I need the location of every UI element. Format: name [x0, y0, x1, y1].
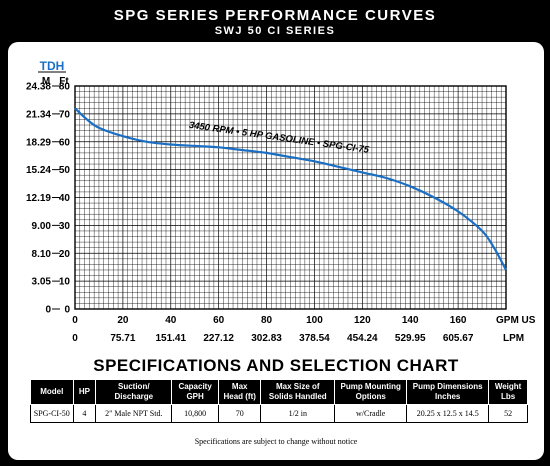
- y-tick-ft: 70: [59, 109, 71, 120]
- x-unit-gpm: GPM US: [496, 315, 536, 326]
- y-tick-ft: 50: [59, 165, 71, 176]
- x-tick-gpm: 40: [165, 315, 177, 326]
- spec-header-suction: Suction/Discharge: [95, 379, 173, 405]
- y-tick-ft: 60: [59, 137, 71, 148]
- y-tick-ft: 0: [64, 305, 70, 316]
- y-tick-ft: 30: [59, 221, 71, 232]
- spec-cell-capacity: 10,800: [171, 404, 219, 423]
- content-panel: TDH M Ft 0 0 10 3.05 20 8.10 30 9.00 40 12.19 50 15.24…: [8, 42, 544, 460]
- y-tick-ft: 80: [59, 82, 71, 93]
- y-tick-m: 9.00: [32, 221, 52, 232]
- x-tick-lpm: 454.24: [347, 333, 378, 344]
- header-banner: SPG SERIES PERFORMANCE CURVES SWJ 50 CI …: [4, 4, 546, 44]
- x-tick-lpm: 75.71: [110, 333, 135, 344]
- x-tick-gpm: 0: [72, 315, 78, 326]
- x-unit-lpm: LPM: [503, 333, 524, 344]
- spec-cell-mounting: w/Cradle: [334, 404, 408, 423]
- spec-header-row: Model HP Suction/Discharge Capacity GPH M…: [30, 379, 528, 405]
- x-tick-gpm: 20: [117, 315, 129, 326]
- spec-table: Model HP Suction/Discharge Capacity GPH M…: [30, 379, 528, 423]
- x-tick-lpm: 0: [72, 333, 78, 344]
- y-tick-m: 24.38: [26, 82, 51, 93]
- y-tick-ft: 10: [59, 277, 71, 288]
- x-tick-lpm: 529.95: [395, 333, 426, 344]
- spec-header-capacity: Capacity GPH: [171, 379, 219, 405]
- spec-cell-weight: 52: [488, 404, 528, 423]
- y-tick-m: 0: [45, 305, 51, 316]
- series-line: [74, 107, 507, 271]
- x-tick-lpm: 227.12: [203, 333, 234, 344]
- y-tick-m: 8.10: [32, 249, 52, 260]
- x-tick-lpm: 151.41: [155, 333, 186, 344]
- page-frame: SPG SERIES PERFORMANCE CURVES SWJ 50 CI …: [4, 4, 546, 462]
- y-tick-ft: 40: [59, 193, 71, 204]
- page-subtitle: SWJ 50 CI SERIES: [214, 25, 336, 37]
- x-tick-gpm: 160: [450, 315, 467, 326]
- x-tick-lpm: 378.54: [299, 333, 330, 344]
- spec-cell-hp: 4: [72, 404, 97, 423]
- x-tick-gpm: 60: [213, 315, 225, 326]
- y-tick-m: 21.34: [26, 109, 51, 120]
- y-tick-m: 3.05: [32, 277, 52, 288]
- spec-note: Specifications are subject to change wit…: [194, 437, 358, 446]
- y-tick-m: 15.24: [26, 165, 51, 176]
- x-tick-gpm: 100: [306, 315, 323, 326]
- x-tick-lpm: 605.67: [443, 333, 474, 344]
- y-unit-left: M: [42, 76, 50, 87]
- spec-header-model: Model: [30, 379, 74, 405]
- x-tick-gpm: 140: [402, 315, 419, 326]
- spec-title: SPECIFICATIONS AND SELECTION CHART: [93, 356, 459, 375]
- x-tick-gpm: 80: [261, 315, 273, 326]
- spec-cell-dimensions: 20.25 x 12.5 x 14.5: [406, 404, 490, 423]
- x-tick-gpm: 120: [354, 315, 371, 326]
- spec-header-solids: Max Size of Solids Handled: [260, 379, 336, 405]
- spec-header-max-head: Max Head (ft): [217, 379, 262, 405]
- spec-header-dimensions: Pump Dimensions Inches: [406, 379, 490, 405]
- x-tick-lpm: 302.83: [251, 333, 282, 344]
- spec-cell-solids: 1/2 in: [260, 404, 336, 423]
- spec-header-weight: Weight Lbs: [488, 379, 528, 405]
- spec-cell-suction: 2" Male NPT Std.: [95, 404, 173, 423]
- spec-cell-max-head: 70: [217, 404, 262, 423]
- spec-header-mounting: Pump Mounting Options: [334, 379, 408, 405]
- y-tick-m: 12.19: [26, 193, 51, 204]
- spec-header-hp: HP: [72, 379, 97, 405]
- page-title: SPG SERIES PERFORMANCE CURVES: [113, 7, 437, 24]
- spec-cell-model: SPG-CI-50: [30, 404, 74, 423]
- spec-row: SPG-CI-50 4 2" Male NPT Std. 10,800 70 1…: [30, 404, 528, 423]
- y-axis-title: TDH: [40, 59, 65, 73]
- y-unit-right: Ft: [59, 76, 69, 87]
- y-tick-ft: 20: [59, 249, 71, 260]
- y-tick-m: 18.29: [26, 137, 51, 148]
- plot-frame: [74, 85, 507, 310]
